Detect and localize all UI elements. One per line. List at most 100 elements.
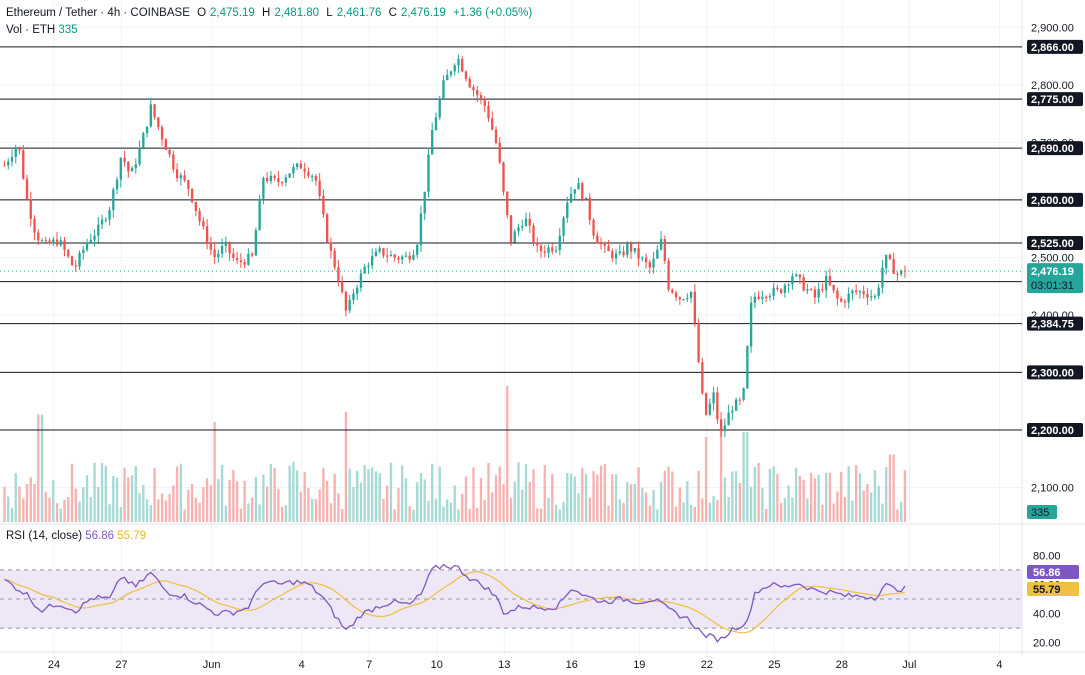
volume-bar xyxy=(59,508,62,522)
price-axis[interactable]: 2,100.002,200.002,300.002,400.002,500.00… xyxy=(1027,22,1083,650)
volume-bar xyxy=(731,471,734,522)
volume-bar xyxy=(558,509,561,522)
volume-bars xyxy=(3,386,907,522)
volume-bar xyxy=(532,469,535,522)
candle-body xyxy=(29,199,32,219)
volume-bar xyxy=(885,467,888,522)
candle-body xyxy=(828,275,832,285)
time-tick-label: Jun xyxy=(203,659,221,671)
volume-bar xyxy=(14,473,17,522)
candle-body xyxy=(817,289,820,298)
time-tick-label: 10 xyxy=(431,659,443,671)
candle-body xyxy=(401,256,404,260)
volume-bar xyxy=(599,465,603,522)
volume-bar xyxy=(190,483,194,522)
candle-body xyxy=(806,289,809,291)
candle-body xyxy=(626,243,629,255)
volume-bar xyxy=(562,501,565,522)
volume-legend[interactable]: Vol · ETH 335 xyxy=(6,24,78,36)
volume-bar xyxy=(453,485,456,522)
countdown-label: 03:01:31 xyxy=(1031,280,1074,292)
volume-bar xyxy=(356,470,359,522)
volume-bar xyxy=(659,482,663,522)
candle-body xyxy=(551,247,554,252)
candle-body xyxy=(689,291,693,299)
volume-bar xyxy=(318,489,321,522)
volume-value: 335 xyxy=(58,24,78,36)
candle-body xyxy=(686,298,689,300)
volume-bar xyxy=(551,473,554,522)
volume-bar xyxy=(33,483,36,522)
candle-body xyxy=(367,265,370,267)
symbol-title[interactable]: Ethereum / Tether · 4h · COINBASE xyxy=(6,7,190,19)
rsi-tick-label: 40.00 xyxy=(1033,609,1061,621)
rsi-legend[interactable]: RSI (14, close) 56.86 55.79 xyxy=(6,530,146,542)
rsi-ma-value-box xyxy=(1027,582,1079,596)
candle-body xyxy=(449,71,453,75)
volume-bar xyxy=(434,498,438,522)
candle-body xyxy=(461,58,464,72)
volume-bar xyxy=(243,480,246,522)
candle-body xyxy=(44,240,47,242)
candle-body xyxy=(671,289,674,293)
volume-bar xyxy=(367,469,370,522)
level-label-box xyxy=(1027,365,1083,380)
candle-body xyxy=(97,224,100,236)
volume-bar xyxy=(674,506,678,522)
volume-bar xyxy=(873,470,877,522)
candle-body xyxy=(303,168,306,172)
volume-bar xyxy=(213,422,216,522)
candle-body xyxy=(337,267,340,282)
volume-bar xyxy=(839,471,843,522)
volume-bar xyxy=(382,498,385,522)
candle-body xyxy=(389,254,393,257)
candle-body xyxy=(528,218,531,226)
candle-body xyxy=(168,149,171,155)
volume-bar xyxy=(637,467,640,522)
volume-bar xyxy=(329,503,333,522)
volume-bar xyxy=(130,475,134,522)
time-tick-label: 25 xyxy=(768,659,780,671)
time-tick-label: Jul xyxy=(902,659,916,671)
volume-bar xyxy=(528,482,531,522)
volume-bar xyxy=(3,486,6,522)
volume-bar xyxy=(265,486,269,522)
candle-body xyxy=(112,189,115,211)
candle-body xyxy=(896,273,899,275)
candle-body xyxy=(566,202,569,218)
level-label: 2,200.00 xyxy=(1031,425,1074,437)
candle-body xyxy=(183,175,186,181)
rsi-value-label: 56.86 xyxy=(1033,567,1061,579)
volume-bar xyxy=(25,483,29,522)
volume-bar xyxy=(569,473,573,522)
change-value: +1.36 (+0.05%) xyxy=(452,7,533,19)
volume-bar xyxy=(794,467,798,522)
candle-body xyxy=(119,157,122,180)
candle-body xyxy=(764,296,768,298)
level-label-box xyxy=(1027,39,1083,54)
candle-body xyxy=(220,245,224,254)
volume-bar xyxy=(772,466,775,522)
candle-body xyxy=(487,105,490,119)
price-tick-label: 2,800.00 xyxy=(1031,80,1074,92)
volume-bar xyxy=(446,499,449,522)
volume-bar xyxy=(247,503,250,522)
volume-bar xyxy=(63,499,66,522)
candle-body xyxy=(457,58,460,66)
level-label: 2,300.00 xyxy=(1031,367,1074,379)
volume-bar xyxy=(310,498,314,522)
candle-body xyxy=(900,270,903,274)
candle-body xyxy=(352,293,355,300)
candle-body xyxy=(599,243,603,245)
volume-bar xyxy=(273,467,276,522)
volume-bar xyxy=(783,498,787,522)
volume-bar xyxy=(776,473,779,522)
time-tick-label: 27 xyxy=(115,659,127,671)
time-axis[interactable]: 24 27 Jun 4 7 10 13 16 19 22 25 28 Jul 4 xyxy=(0,651,1085,671)
candle-body xyxy=(494,129,498,143)
candle-body xyxy=(397,257,400,260)
volume-bar xyxy=(476,507,479,522)
rsi-ma-value: 55.79 xyxy=(117,530,147,542)
volume-bar xyxy=(202,487,205,522)
